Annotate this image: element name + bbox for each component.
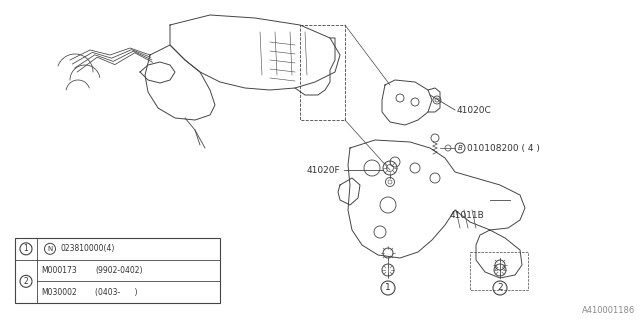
Text: 023810000(4): 023810000(4) bbox=[60, 244, 115, 253]
Text: 1: 1 bbox=[24, 244, 28, 253]
Text: 41020C: 41020C bbox=[457, 106, 492, 115]
Text: 2: 2 bbox=[497, 284, 503, 292]
Text: (9902-0402): (9902-0402) bbox=[95, 266, 143, 275]
Text: 41011B: 41011B bbox=[450, 211, 484, 220]
Bar bbox=[300, 25, 345, 120]
Bar bbox=[470, 252, 528, 290]
Text: M000173: M000173 bbox=[41, 266, 77, 275]
Text: 010108200 ( 4 ): 010108200 ( 4 ) bbox=[467, 143, 540, 153]
Text: 1: 1 bbox=[385, 284, 391, 292]
Text: (0403-      ): (0403- ) bbox=[95, 288, 138, 297]
Text: N: N bbox=[47, 246, 52, 252]
Text: 2: 2 bbox=[24, 277, 28, 286]
Text: B: B bbox=[458, 145, 462, 151]
Text: A410001186: A410001186 bbox=[582, 306, 635, 315]
Text: 41020F: 41020F bbox=[307, 165, 340, 174]
Text: M030002: M030002 bbox=[41, 288, 77, 297]
Bar bbox=[15, 238, 220, 303]
